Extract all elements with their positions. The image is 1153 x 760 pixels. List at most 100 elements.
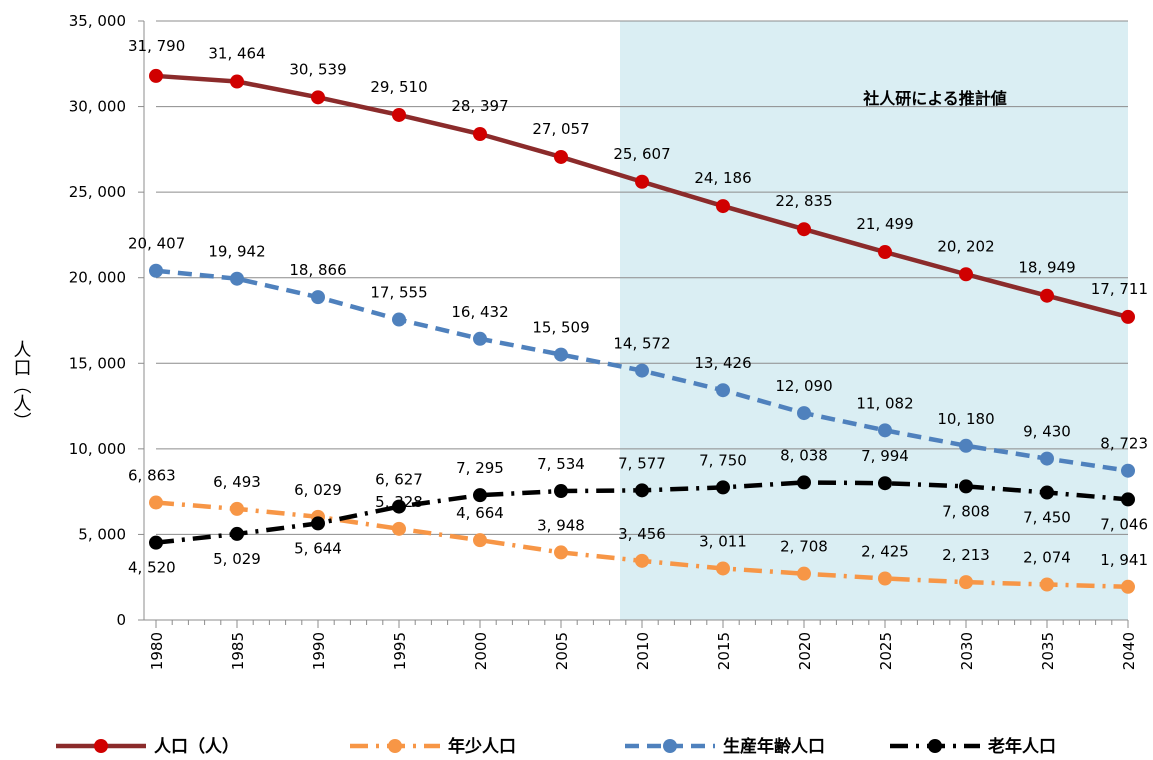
forecast-region bbox=[620, 21, 1128, 620]
data-label-3-2025: 7, 994 bbox=[861, 447, 909, 465]
x-tick-2010: 2010 bbox=[634, 632, 652, 670]
point-1-2010 bbox=[635, 553, 649, 568]
point-2-2035 bbox=[1040, 451, 1054, 466]
data-label-2-2005: 15, 509 bbox=[532, 319, 589, 337]
data-label-3-2005: 7, 534 bbox=[537, 455, 585, 473]
y-tick-5000: 5, 000 bbox=[78, 525, 126, 543]
x-tick-2030: 2030 bbox=[958, 632, 976, 670]
data-label-0-2005: 27, 057 bbox=[532, 120, 589, 138]
legend: 人口（人） 年少人口 生産年齢人口 老年人口 bbox=[56, 736, 1056, 757]
point-3-2030 bbox=[959, 479, 973, 494]
point-1-1980 bbox=[149, 495, 163, 510]
point-2-2025 bbox=[878, 423, 892, 438]
point-2-2040 bbox=[1121, 463, 1135, 478]
data-label-2-1995: 17, 555 bbox=[370, 284, 427, 302]
data-label-1-1980: 6, 863 bbox=[128, 467, 176, 485]
x-tick-2020: 2020 bbox=[796, 632, 814, 670]
data-labels: 31, 790 31, 464 30, 539 29, 510 28, 397 27, 0… bbox=[128, 37, 1148, 577]
point-3-2040 bbox=[1121, 492, 1135, 507]
data-label-0-2040: 17, 711 bbox=[1091, 280, 1148, 298]
point-2-2000 bbox=[473, 331, 487, 346]
data-label-1-2035: 2, 074 bbox=[1023, 549, 1071, 567]
legend-marker-2 bbox=[663, 739, 677, 753]
data-label-2-2015: 13, 426 bbox=[694, 354, 751, 372]
x-tick-labels: 1980 1985 1990 1995 2000 2005 2010 2015 2020 2025… bbox=[148, 632, 1138, 670]
data-label-2-2030: 10, 180 bbox=[937, 410, 994, 428]
point-1-1995 bbox=[392, 521, 406, 536]
point-3-1990 bbox=[311, 516, 325, 531]
point-2-2030 bbox=[959, 438, 973, 453]
point-2-2010 bbox=[635, 363, 649, 378]
point-3-2020 bbox=[797, 475, 811, 490]
legend-marker-0 bbox=[94, 739, 108, 753]
point-2-1985 bbox=[230, 271, 244, 286]
y-tick-35000: 35, 000 bbox=[69, 12, 126, 30]
data-label-0-1985: 31, 464 bbox=[208, 45, 265, 63]
y-tick-labels: 0 5, 000 10, 000 15, 000 20, 000 25, 000 30, 0… bbox=[69, 12, 126, 629]
point-3-1995 bbox=[392, 499, 406, 514]
x-tick-1995: 1995 bbox=[391, 632, 409, 670]
point-1-2040 bbox=[1121, 579, 1135, 594]
x-tick-1980: 1980 bbox=[148, 632, 166, 670]
axes bbox=[138, 20, 1129, 628]
point-3-2005 bbox=[554, 484, 568, 499]
point-3-2025 bbox=[878, 476, 892, 491]
data-label-0-2010: 25, 607 bbox=[613, 145, 670, 163]
y-axis-title: 人口（人） bbox=[11, 340, 32, 430]
x-tick-2040: 2040 bbox=[1120, 632, 1138, 670]
gridlines bbox=[156, 20, 1128, 535]
point-1-2020 bbox=[797, 566, 811, 581]
legend-label-0: 人口（人） bbox=[154, 736, 239, 757]
x-tick-2005: 2005 bbox=[553, 632, 571, 670]
point-3-2035 bbox=[1040, 485, 1054, 500]
data-label-3-2040: 7, 046 bbox=[1100, 515, 1148, 533]
data-label-1-2010: 3, 456 bbox=[618, 525, 666, 543]
point-0-1980 bbox=[149, 68, 163, 83]
data-label-0-2020: 22, 835 bbox=[775, 192, 832, 210]
x-tick-2025: 2025 bbox=[877, 632, 895, 670]
point-0-1985 bbox=[230, 74, 244, 89]
point-0-2035 bbox=[1040, 288, 1054, 303]
forecast-annotation: 社人研による推計値 bbox=[862, 89, 1007, 108]
data-label-0-1980: 31, 790 bbox=[128, 37, 185, 55]
data-label-1-2015: 3, 011 bbox=[699, 532, 747, 550]
data-label-3-1995: 6, 627 bbox=[375, 471, 423, 489]
x-tick-2000: 2000 bbox=[472, 632, 490, 670]
data-label-2-2000: 16, 432 bbox=[451, 303, 508, 321]
data-label-0-1990: 30, 539 bbox=[289, 60, 346, 78]
data-label-0-2000: 28, 397 bbox=[451, 97, 508, 115]
point-3-2000 bbox=[473, 488, 487, 503]
data-label-2-2025: 11, 082 bbox=[856, 394, 913, 412]
data-label-2-2035: 9, 430 bbox=[1023, 423, 1071, 441]
data-label-1-2025: 2, 425 bbox=[861, 542, 909, 560]
x-tick-1990: 1990 bbox=[310, 632, 328, 670]
x-tick-2035: 2035 bbox=[1039, 632, 1057, 670]
point-2-2005 bbox=[554, 347, 568, 362]
point-3-2015 bbox=[716, 480, 730, 495]
data-label-3-2015: 7, 750 bbox=[699, 451, 747, 469]
point-0-1990 bbox=[311, 90, 325, 105]
y-tick-10000: 10, 000 bbox=[69, 440, 126, 458]
point-1-2005 bbox=[554, 545, 568, 560]
point-1-2035 bbox=[1040, 577, 1054, 592]
point-3-1985 bbox=[230, 526, 244, 541]
data-label-1-1995: 5, 328 bbox=[375, 493, 423, 511]
y-axis-label: 人口（人） bbox=[11, 340, 32, 430]
data-label-0-2030: 20, 202 bbox=[937, 237, 994, 255]
point-1-2000 bbox=[473, 533, 487, 548]
x-tick-1985: 1985 bbox=[229, 632, 247, 670]
data-label-0-2035: 18, 949 bbox=[1018, 259, 1075, 277]
data-label-1-2040: 1, 941 bbox=[1100, 551, 1148, 569]
data-label-2-1985: 19, 942 bbox=[208, 243, 265, 261]
point-1-2015 bbox=[716, 561, 730, 576]
legend-label-1: 年少人口 bbox=[448, 736, 516, 757]
point-0-2010 bbox=[635, 174, 649, 189]
data-label-3-1980: 4, 520 bbox=[128, 559, 176, 577]
series-lines bbox=[149, 68, 1135, 594]
data-label-2-1990: 18, 866 bbox=[289, 261, 346, 279]
legend-label-3: 老年人口 bbox=[987, 736, 1056, 757]
point-0-2005 bbox=[554, 149, 568, 164]
y-tick-25000: 25, 000 bbox=[69, 183, 126, 201]
data-label-1-2005: 3, 948 bbox=[537, 516, 585, 534]
